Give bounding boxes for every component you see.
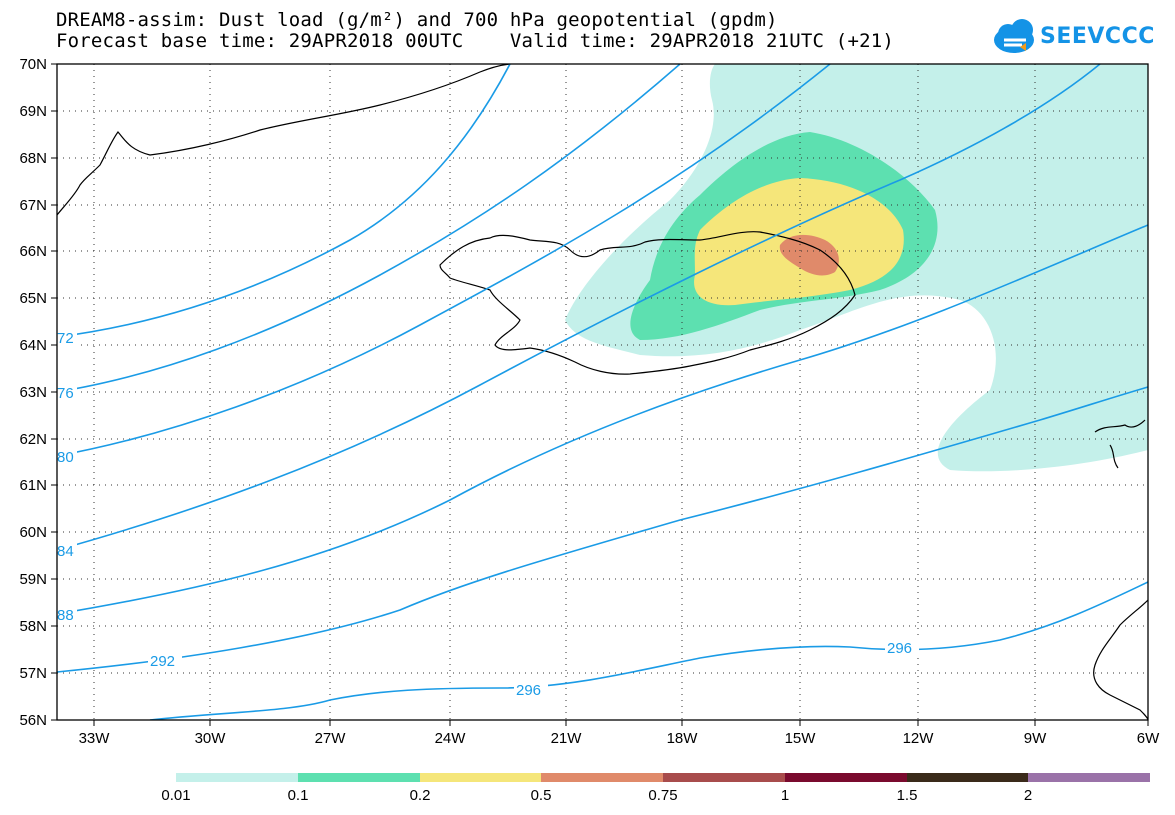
- contour-label-296-a: 296: [516, 682, 541, 699]
- lat-label-66n: 66N: [19, 243, 47, 260]
- latitude-labels: 70N 69N 68N 67N 66N 65N 64N 63N 62N 61N …: [19, 56, 47, 729]
- legend-swatch-3: [541, 773, 663, 782]
- contour-label-292: 292: [150, 653, 175, 670]
- contour-label-76: 76: [57, 385, 74, 402]
- lon-label-27w: 27W: [315, 730, 347, 747]
- logo-text: SEEVCCC: [1040, 24, 1155, 49]
- tick-marks: [51, 63, 1149, 726]
- lon-label-21w: 21W: [551, 730, 583, 747]
- legend-label-0-75: 0.75: [648, 787, 677, 804]
- contour-label-84: 84: [57, 543, 74, 560]
- lon-label-12w: 12W: [903, 730, 935, 747]
- legend-label-0-01: 0.01: [161, 787, 190, 804]
- coastlines: [57, 64, 1148, 720]
- longitude-labels: 33W 30W 27W 24W 21W 18W 15W 12W 9W 6W: [79, 730, 1161, 747]
- lon-label-9w: 9W: [1024, 730, 1047, 747]
- lat-label-63n: 63N: [19, 384, 47, 401]
- graticule: [57, 64, 1148, 720]
- lon-label-33w: 33W: [79, 730, 111, 747]
- contour-labels: 72 76 80 84 88 292 296 296: [57, 329, 919, 699]
- contour-288: [57, 224, 1148, 615]
- contour-label-72: 72: [57, 330, 74, 347]
- lat-label-58n: 58N: [19, 618, 47, 635]
- dust-shading: [565, 64, 1148, 472]
- contour-label-296-b: 296: [887, 640, 912, 657]
- legend-label-1: 1: [781, 787, 789, 804]
- lat-label-68n: 68N: [19, 150, 47, 167]
- contour-label-88: 88: [57, 607, 74, 624]
- lat-label-69n: 69N: [19, 103, 47, 120]
- legend-label-2: 2: [1024, 787, 1032, 804]
- legend-label-0-1: 0.1: [288, 787, 309, 804]
- legend-swatch-4: [663, 773, 785, 782]
- lon-label-6w: 6W: [1137, 730, 1160, 747]
- map-title-line2: Forecast base time: 29APR2018 00UTC Vali…: [56, 30, 895, 52]
- contour-296: [149, 581, 1148, 720]
- dust-level-0-5: [779, 234, 839, 276]
- geopotential-contours: [57, 64, 1148, 720]
- lat-label-56n: 56N: [19, 712, 47, 729]
- lat-label-64n: 64N: [19, 337, 47, 354]
- contour-292: [57, 386, 1148, 673]
- contour-284: [57, 64, 1101, 551]
- lat-label-65n: 65N: [19, 290, 47, 307]
- legend-swatch-7: [1028, 773, 1150, 782]
- legend-label-0-2: 0.2: [410, 787, 431, 804]
- legend-swatch-2: [420, 773, 541, 782]
- contour-label-80: 80: [57, 449, 74, 466]
- legend-swatch-0: [176, 773, 298, 782]
- iceland-coast: [439, 231, 856, 375]
- contour-276: [57, 64, 681, 393]
- lon-label-24w: 24W: [435, 730, 467, 747]
- greenland-coast: [57, 64, 511, 216]
- lon-label-18w: 18W: [667, 730, 699, 747]
- lat-label-61n: 61N: [19, 477, 47, 494]
- legend-swatch-5: [785, 773, 907, 782]
- lat-label-59n: 59N: [19, 571, 47, 588]
- lon-label-15w: 15W: [785, 730, 817, 747]
- contour-280: [57, 64, 831, 457]
- cloud-icon: [994, 19, 1034, 53]
- faroe-islands-coast: [1094, 419, 1146, 469]
- lon-label-30w: 30W: [195, 730, 227, 747]
- contour-272: [57, 64, 511, 338]
- legend-swatch-1: [298, 773, 420, 782]
- lat-label-60n: 60N: [19, 524, 47, 541]
- lat-label-67n: 67N: [19, 197, 47, 214]
- map-title-line1: DREAM8-assim: Dust load (g/m²) and 700 h…: [56, 9, 778, 31]
- legend-label-0-5: 0.5: [531, 787, 552, 804]
- lat-label-62n: 62N: [19, 431, 47, 448]
- lat-label-70n: 70N: [19, 56, 47, 73]
- lat-label-57n: 57N: [19, 665, 47, 682]
- legend-swatch-6: [907, 773, 1028, 782]
- legend-label-1-5: 1.5: [897, 787, 918, 804]
- seevccc-logo: [994, 19, 1034, 53]
- scotland-coast: [1093, 599, 1148, 720]
- color-legend: 0.01 0.1 0.2 0.5 0.75 1 1.5 2: [161, 773, 1150, 804]
